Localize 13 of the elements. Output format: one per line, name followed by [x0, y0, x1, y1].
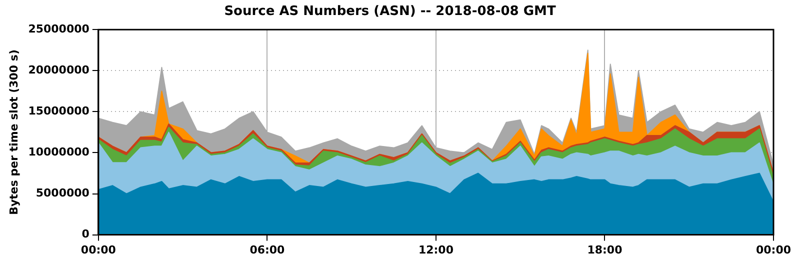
y-tick-label: 10000000 [28, 146, 90, 159]
x-tick-label: 00:00 [80, 243, 116, 256]
x-tick-label: 06:00 [250, 243, 286, 256]
y-tick-label: 5000000 [36, 186, 90, 200]
x-tick-label: 18:00 [587, 243, 623, 256]
y-axis-title: Bytes per time slot (300 s) [7, 50, 20, 215]
y-tick-label: 20000000 [28, 64, 90, 76]
y-tick-label: 25000000 [28, 22, 90, 36]
x-tick-label: 12:00 [418, 243, 454, 256]
x-tick-label: 00:00 [756, 243, 792, 256]
y-tick-label: 0 [82, 228, 90, 241]
y-tick-label: 15000000 [28, 104, 90, 118]
chart-title: Source AS Numbers (ASN) -- 2018-08-08 GMT [224, 4, 556, 20]
